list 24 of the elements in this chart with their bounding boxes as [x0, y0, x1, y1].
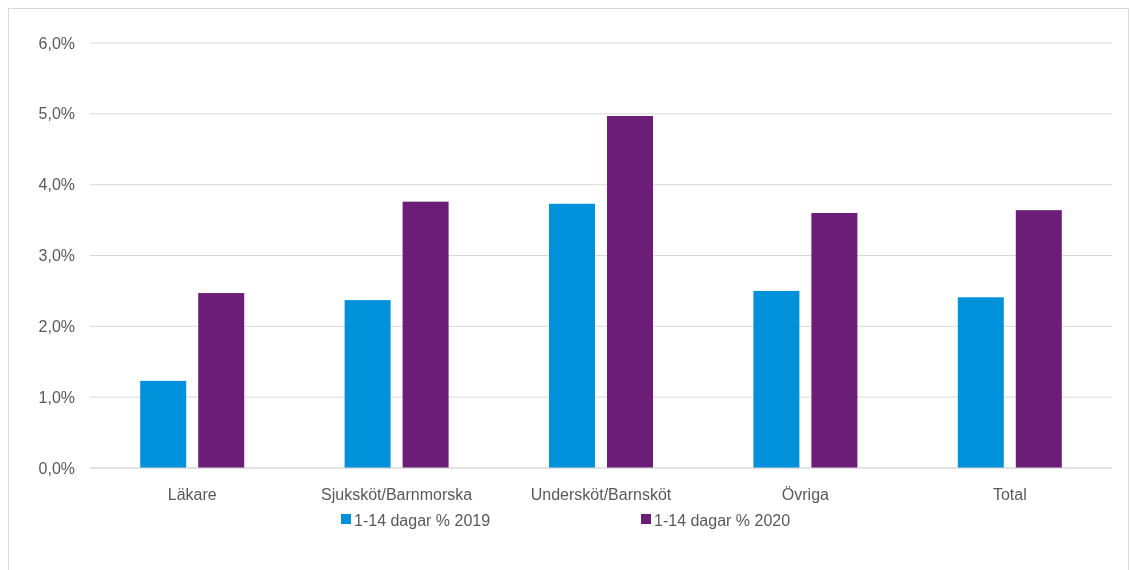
y-tick-label: 3,0% — [38, 247, 75, 265]
bar — [140, 380, 187, 468]
bar — [811, 213, 858, 468]
bar — [1015, 210, 1062, 468]
x-tick-label: Övriga — [781, 486, 830, 503]
y-tick-label: 0,0% — [38, 459, 75, 477]
bar — [402, 201, 449, 468]
bar — [753, 290, 800, 468]
y-tick-label: 2,0% — [38, 317, 75, 335]
y-tick-label: 1,0% — [38, 388, 75, 406]
x-tick-label: Total — [992, 486, 1027, 503]
legend-label: 1-14 dagar % 2019 — [354, 511, 491, 529]
bar — [549, 203, 595, 468]
bar — [607, 115, 653, 468]
bar — [957, 297, 1004, 468]
bar — [198, 293, 245, 468]
y-tick-label: 4,0% — [38, 176, 75, 194]
x-tick-label: Sjuksköt/Barnmorska — [321, 486, 473, 503]
x-tick-label: Undersköt/Barnsköt — [530, 486, 672, 503]
legend-label: 1-14 dagar % 2020 — [654, 511, 791, 529]
bar — [344, 300, 391, 468]
y-tick-label: 6,0% — [38, 34, 75, 52]
x-tick-label: Läkare — [167, 486, 217, 503]
y-tick-label: 5,0% — [38, 105, 75, 123]
